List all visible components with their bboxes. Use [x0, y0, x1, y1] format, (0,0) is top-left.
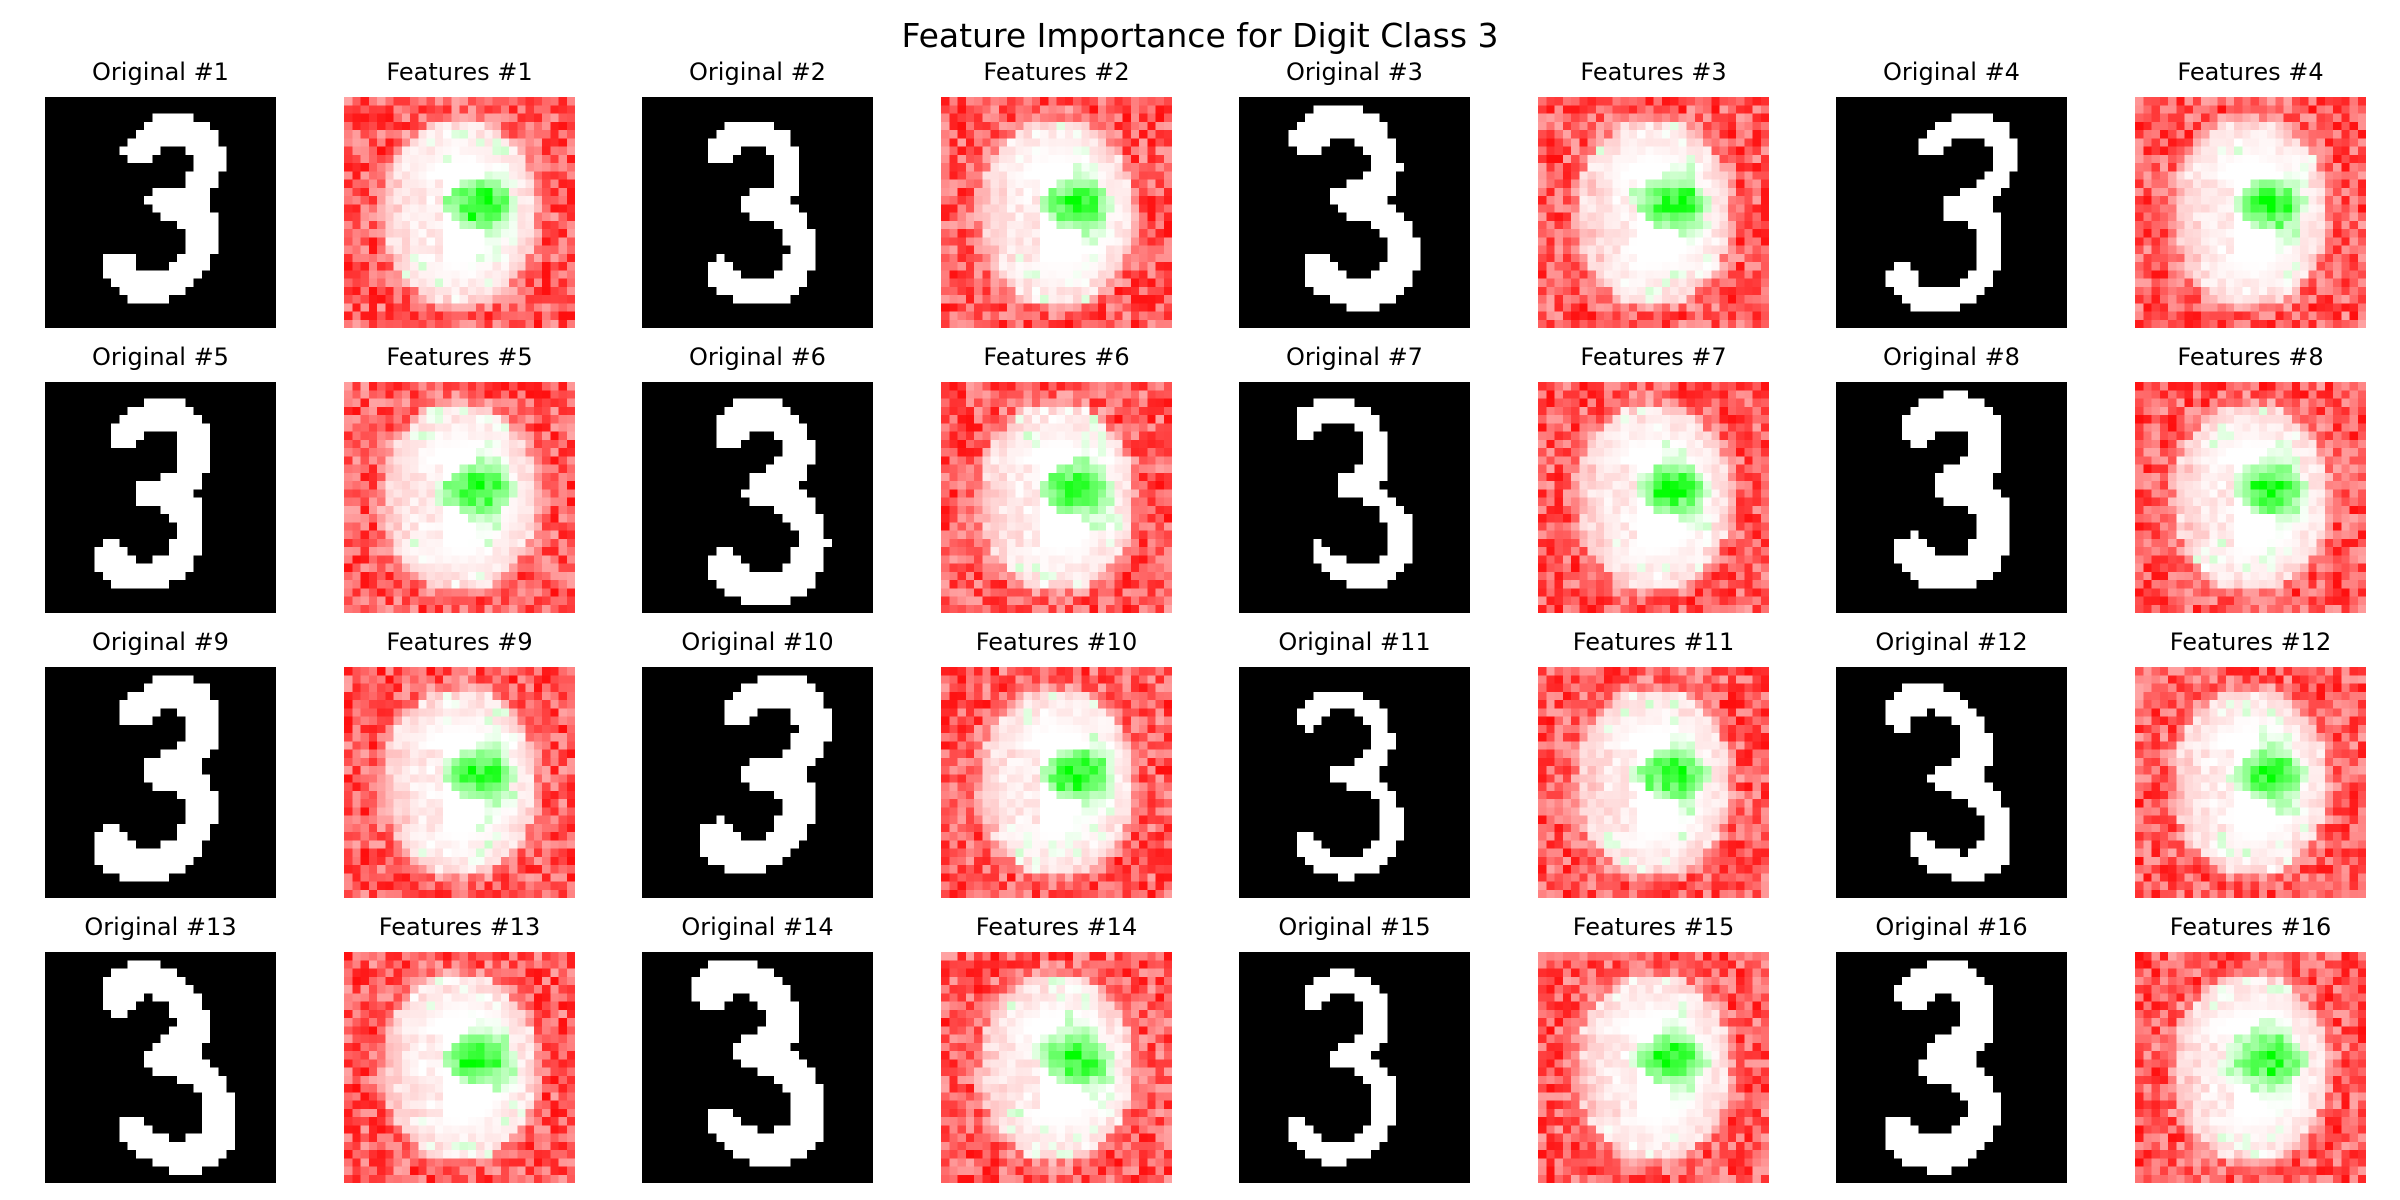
panel-title: Features #9: [386, 628, 533, 656]
panel-title: Features #2: [983, 58, 1130, 86]
panel-title: Features #11: [1572, 628, 1735, 656]
panel-title: Features #3: [1580, 58, 1727, 86]
panel-title: Original #4: [1883, 58, 2020, 86]
feature-heatmap: [344, 382, 575, 613]
panel-title: Features #4: [2177, 58, 2324, 86]
panel-title: Original #9: [92, 628, 229, 656]
figure-title: Feature Importance for Digit Class 3: [901, 16, 1499, 55]
digit-image: [642, 952, 873, 1183]
panel-title: Features #14: [975, 913, 1138, 941]
digit-image: [1836, 97, 2067, 328]
feature-heatmap: [941, 97, 1172, 328]
panel-title: Features #13: [378, 913, 541, 941]
feature-heatmap: [941, 667, 1172, 898]
panel-title: Features #5: [386, 343, 533, 371]
panel-title: Features #12: [2169, 628, 2332, 656]
panel-title: Features #1: [386, 58, 533, 86]
feature-heatmap: [1538, 382, 1769, 613]
feature-heatmap: [941, 952, 1172, 1183]
feature-heatmap: [2135, 382, 2366, 613]
panel-title: Original #7: [1286, 343, 1423, 371]
digit-image: [642, 667, 873, 898]
digit-image: [45, 382, 276, 613]
panel-title: Original #14: [681, 913, 834, 941]
panel-title: Original #6: [689, 343, 826, 371]
feature-heatmap: [2135, 97, 2366, 328]
panel-title: Features #7: [1580, 343, 1727, 371]
feature-heatmap: [1538, 952, 1769, 1183]
feature-heatmap: [941, 382, 1172, 613]
digit-image: [45, 97, 276, 328]
panel-title: Features #6: [983, 343, 1130, 371]
digit-image: [1836, 382, 2067, 613]
panel-title: Features #15: [1572, 913, 1735, 941]
panel-title: Original #8: [1883, 343, 2020, 371]
digit-image: [1239, 952, 1470, 1183]
feature-heatmap: [344, 667, 575, 898]
digit-image: [1239, 667, 1470, 898]
panel-title: Original #15: [1278, 913, 1431, 941]
panel-title: Original #2: [689, 58, 826, 86]
panel-title: Features #10: [975, 628, 1138, 656]
panel-title: Original #12: [1875, 628, 2028, 656]
panel-title: Original #16: [1875, 913, 2028, 941]
digit-image: [1836, 952, 2067, 1183]
feature-heatmap: [1538, 667, 1769, 898]
panel-title: Features #16: [2169, 913, 2332, 941]
digit-image: [1836, 667, 2067, 898]
feature-heatmap: [2135, 667, 2366, 898]
panel-title: Original #5: [92, 343, 229, 371]
feature-heatmap: [2135, 952, 2366, 1183]
digit-image: [642, 97, 873, 328]
digit-image: [642, 382, 873, 613]
digit-image: [45, 952, 276, 1183]
panel-title: Original #13: [84, 913, 237, 941]
feature-heatmap: [344, 97, 575, 328]
digit-image: [1239, 382, 1470, 613]
panel-title: Original #1: [92, 58, 229, 86]
panel-title: Features #8: [2177, 343, 2324, 371]
panel-title: Original #11: [1278, 628, 1431, 656]
digit-image: [45, 667, 276, 898]
feature-heatmap: [1538, 97, 1769, 328]
feature-heatmap: [344, 952, 575, 1183]
digit-image: [1239, 97, 1470, 328]
panel-title: Original #3: [1286, 58, 1423, 86]
panel-title: Original #10: [681, 628, 834, 656]
